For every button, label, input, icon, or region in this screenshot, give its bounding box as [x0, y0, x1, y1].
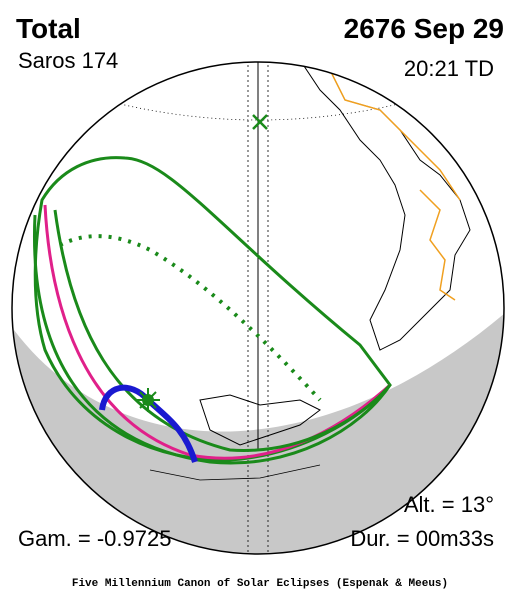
dotted-path: [59, 234, 322, 402]
coastline: [149, 464, 321, 481]
globe: [11, 61, 505, 555]
time: 20:21 TD: [404, 56, 494, 81]
limit-line: [33, 209, 392, 465]
eclipse-type: Total: [16, 13, 81, 44]
greatest-eclipse: [136, 388, 160, 412]
antarctica-coast: [199, 394, 321, 446]
gamma: Gam. = -0.9725: [18, 526, 171, 551]
altitude: Alt. = 13°: [404, 492, 494, 517]
saros: Saros 174: [18, 48, 118, 73]
subsolar-point: [252, 114, 268, 130]
credit: Five Millennium Canon of Solar Eclipses …: [72, 578, 448, 590]
central-line: [43, 204, 392, 460]
date: 2676 Sep 29: [344, 13, 504, 44]
eclipse-paths: [33, 114, 392, 465]
duration: Dur. = 00m33s: [350, 526, 494, 551]
